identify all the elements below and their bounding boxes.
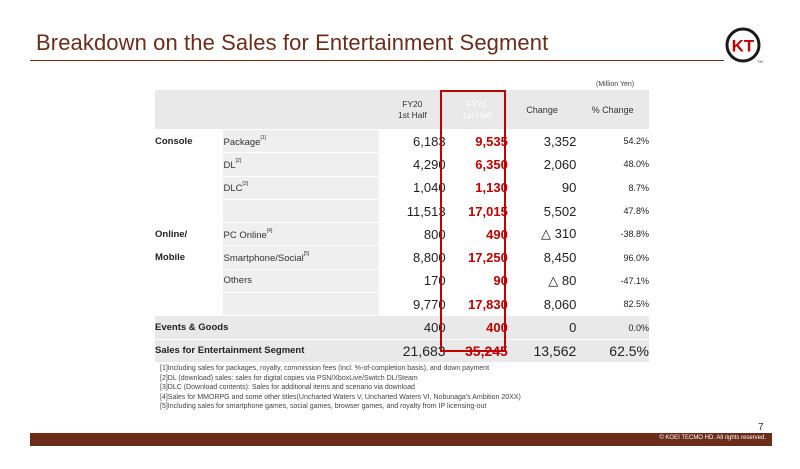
cell-fy20: 800 — [379, 222, 446, 247]
koei-tecmo-logo: KT TM — [725, 27, 763, 64]
cell-pct: 82.5% — [576, 292, 649, 317]
cell-fy20: 170 — [379, 269, 446, 294]
header-fy20: FY20 1st Half — [379, 90, 446, 130]
row-category — [155, 199, 224, 224]
logo-text: KT — [732, 37, 755, 56]
cell-fy21: 35,245 — [445, 339, 508, 363]
cell-pct: -47.1% — [576, 269, 649, 294]
cell-change: 90 — [507, 176, 577, 200]
row-subcategory: PC Online[4] — [223, 222, 380, 247]
cell-change: 3,352 — [507, 129, 577, 154]
table-header-row: FY20 1st Half FY21 1st Half Change % Chang… — [155, 90, 649, 130]
cell-fy20: 21,683 — [379, 339, 446, 363]
row-category — [155, 269, 224, 294]
row-subcategory: Others — [223, 269, 380, 294]
row-category: Events & Goods — [155, 315, 380, 340]
row-subcategory — [223, 199, 380, 224]
table-row: Console Package[1] 6,183 9,535 3,352 54.… — [155, 129, 649, 154]
cell-change: 8,060 — [507, 292, 577, 317]
footnote-ref: [1] — [260, 134, 267, 141]
cell-fy21: 17,015 — [445, 198, 508, 224]
cell-change: △ 310 — [507, 222, 577, 247]
cell-pct: 8.7% — [576, 176, 649, 200]
cell-fy21: 400 — [445, 315, 508, 340]
row-category: Sales for Entertainment Segment — [155, 339, 380, 363]
cell-fy21: 17,250 — [445, 245, 508, 270]
row-subcategory: Package[1] — [223, 129, 380, 154]
row-subcategory — [223, 292, 380, 317]
table-row: Others 170 90 △ 80 -47.1% — [155, 269, 649, 294]
cell-fy20: 11,513 — [379, 198, 446, 224]
cell-fy21: 6,350 — [445, 152, 508, 177]
cell-pct: 62.5% — [576, 339, 649, 363]
row-subcategory: Smartphone/Social[5] — [223, 245, 380, 270]
table-row: DLC[3] 1,040 1,130 90 8.7% — [155, 176, 649, 200]
row-category: Console — [155, 129, 224, 154]
footnote-ref: [2] — [235, 157, 242, 164]
unit-note: (Million Yen) — [596, 81, 635, 88]
row-subcategory: DLC[3] — [223, 176, 380, 200]
page-title: Breakdown on the Sales for Entertainment… — [36, 30, 549, 55]
row-category — [155, 176, 224, 200]
header-blank-cell — [223, 90, 380, 130]
header-change: Change — [507, 90, 577, 130]
row-category — [155, 292, 224, 317]
cell-fy20: 400 — [379, 315, 446, 340]
cell-fy21: 17,830 — [445, 292, 508, 317]
sales-breakdown-table: FY20 1st Half FY21 1st Half Change % Chang… — [155, 90, 649, 363]
row-subcategory: DL[2] — [223, 152, 380, 177]
footer-bar: © KOEI TECMO HD. All rights reserved. — [30, 433, 772, 446]
cell-change: 13,562 — [507, 339, 577, 363]
footnote-ref: [4] — [266, 227, 273, 234]
cell-fy20: 9,770 — [379, 292, 446, 317]
cell-fy21: 490 — [445, 222, 508, 247]
footnote: [1]Including sales for packages, royalty… — [160, 365, 490, 372]
cell-fy20: 8,800 — [379, 245, 446, 270]
footnote: [4]Sales for MMORPG and some other title… — [160, 393, 521, 401]
cell-change: 5,502 — [507, 198, 577, 224]
header-fy21: FY21 1st Half — [445, 90, 508, 130]
cell-fy20: 6,183 — [379, 129, 446, 154]
row-category: Mobile — [155, 245, 224, 270]
title-divider — [30, 60, 724, 61]
footnotes: [1]Including sales for packages, royalty… — [160, 364, 521, 412]
cell-change: 0 — [507, 315, 577, 340]
table-row-grand-total: Sales for Entertainment Segment 21,683 3… — [155, 339, 649, 363]
footnote-ref: [3] — [242, 181, 249, 188]
cell-change: △ 80 — [507, 269, 577, 294]
cell-pct: -38.8% — [576, 222, 649, 247]
footnote: [3]DLC (Download contents): Sales for ad… — [160, 384, 415, 392]
cell-fy21: 9,535 — [445, 129, 508, 154]
cell-fy21: 1,130 — [445, 176, 508, 200]
row-category — [155, 152, 224, 177]
footnote-ref: [5] — [303, 251, 310, 258]
cell-pct: 0.0% — [576, 315, 649, 340]
table-row: Mobile Smartphone/Social[5] 8,800 17,250… — [155, 245, 649, 270]
cell-change: 2,060 — [507, 152, 577, 177]
cell-pct: 47.8% — [576, 198, 649, 224]
header-pct-change: % Change — [576, 90, 649, 130]
table-row: Online/ PC Online[4] 800 490 △ 310 -38.8… — [155, 222, 649, 247]
copyright: © KOEI TECMO HD. All rights reserved. — [659, 435, 766, 441]
cell-change: 8,450 — [507, 245, 577, 270]
table-row-subtotal: 9,770 17,830 8,060 82.5% — [155, 292, 649, 317]
cell-pct: 48.0% — [576, 152, 649, 177]
cell-pct: 96.0% — [576, 245, 649, 270]
table-row-events-goods: Events & Goods 400 400 0 0.0% — [155, 315, 649, 340]
footnote: [5]Including sales for smartphone games,… — [160, 403, 487, 411]
page-number: 7 — [758, 422, 764, 433]
cell-fy21: 90 — [445, 269, 508, 294]
footnote: [2]DL (download) sales: sales for digita… — [160, 374, 418, 382]
cell-pct: 54.2% — [576, 129, 649, 154]
cell-fy20: 4,290 — [379, 152, 446, 177]
logo-trademark: TM — [757, 59, 763, 64]
header-blank-cell — [155, 90, 224, 130]
row-category: Online/ — [155, 222, 224, 247]
table-row: DL[2] 4,290 6,350 2,060 48.0% — [155, 152, 649, 177]
cell-fy20: 1,040 — [379, 176, 446, 200]
table-row-subtotal: 11,513 17,015 5,502 47.8% — [155, 198, 649, 224]
